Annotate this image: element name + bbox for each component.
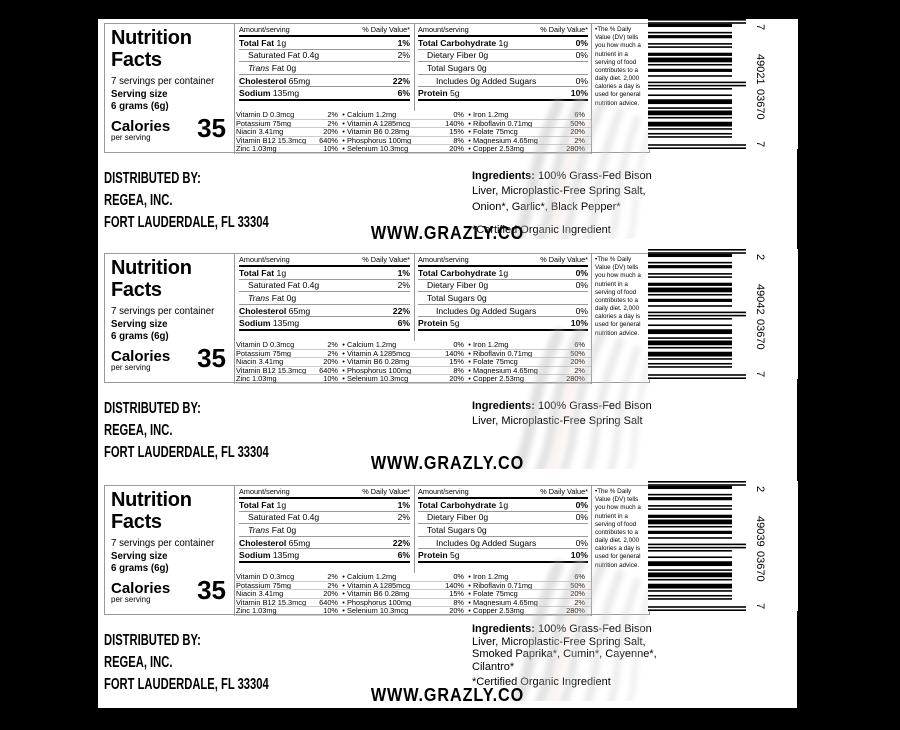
svg-text:7: 7 bbox=[754, 24, 766, 30]
svg-text:03670: 03670 bbox=[754, 89, 766, 120]
svg-text:49039: 49039 bbox=[754, 516, 766, 547]
svg-text:7: 7 bbox=[754, 371, 766, 377]
svg-text:03670: 03670 bbox=[754, 551, 766, 582]
svg-text:49042: 49042 bbox=[754, 284, 766, 315]
svg-text:2: 2 bbox=[754, 254, 766, 260]
svg-text:03670: 03670 bbox=[754, 319, 766, 350]
svg-text:7: 7 bbox=[754, 141, 766, 147]
svg-text:7: 7 bbox=[754, 603, 766, 609]
svg-text:2: 2 bbox=[754, 486, 766, 492]
svg-text:49021: 49021 bbox=[754, 54, 766, 85]
